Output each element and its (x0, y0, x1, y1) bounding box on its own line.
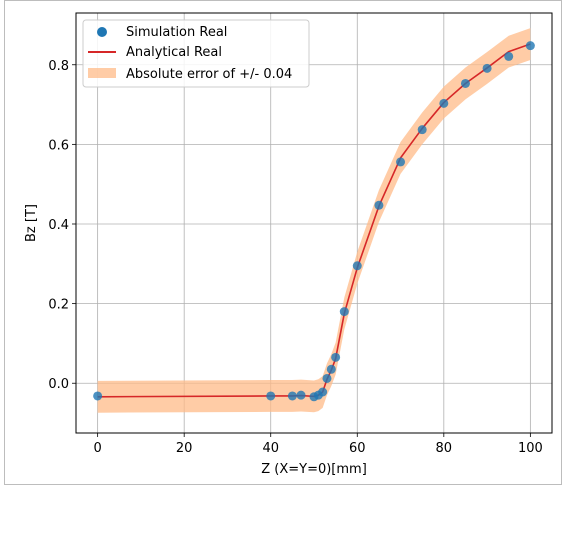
legend-label-simulation: Simulation Real (126, 25, 227, 40)
simulation-point (352, 261, 362, 271)
legend-box (82, 19, 310, 88)
figure-frame: 0 20 40 60 80 100 0.0 0.2 0.4 0.6 0.8 Z (X=Y=0)[m… (4, 0, 562, 485)
x-axis-label: Z (X=Y=0)[mm] (261, 462, 367, 477)
legend-marker-simulation (97, 27, 107, 37)
plot-area-border (75, 12, 553, 434)
simulation-point (339, 307, 349, 317)
legend-marker-band (88, 68, 116, 78)
simulation-point (266, 391, 276, 401)
simulation-points (93, 41, 535, 402)
legend: Simulation Real Analytical Real Absolute… (82, 19, 310, 88)
x-axis-ticks: 0 20 40 60 80 100 (93, 433, 543, 456)
y-tick-label: 0.6 (48, 138, 69, 153)
y-tick-label: 0.0 (48, 377, 69, 392)
legend-label-band: Absolute error of +/- 0.04 (126, 67, 292, 82)
simulation-point (417, 125, 427, 135)
y-axis-label: Bz [T] (24, 204, 39, 242)
simulation-point (396, 157, 406, 167)
x-tick-label: 100 (518, 441, 543, 456)
simulation-point (326, 364, 336, 374)
x-tick-label: 0 (93, 441, 101, 456)
simulation-point (482, 63, 492, 73)
error-band-area (97, 28, 531, 413)
y-tick-label: 0.4 (48, 218, 69, 233)
error-band (97, 28, 531, 413)
chart: 0 20 40 60 80 100 0.0 0.2 0.4 0.6 0.8 Z (X=Y=0)[m… (24, 12, 553, 477)
simulation-point (374, 200, 384, 210)
x-tick-label: 80 (436, 441, 453, 456)
simulation-point (93, 391, 103, 401)
simulation-point (439, 98, 449, 108)
x-tick-label: 40 (262, 441, 279, 456)
legend-label-analytical: Analytical Real (126, 45, 222, 60)
simulation-point (460, 78, 470, 88)
simulation-point (322, 373, 332, 383)
x-tick-label: 60 (349, 441, 366, 456)
simulation-point (525, 41, 535, 51)
simulation-point (331, 352, 341, 362)
simulation-point (504, 51, 514, 61)
y-tick-label: 0.8 (48, 59, 69, 74)
x-tick-label: 20 (176, 441, 193, 456)
y-axis-ticks: 0.0 0.2 0.4 0.6 0.8 (48, 59, 76, 392)
simulation-point (318, 387, 328, 397)
simulation-point (287, 391, 297, 401)
y-tick-label: 0.2 (48, 298, 69, 313)
simulation-point (296, 390, 306, 400)
